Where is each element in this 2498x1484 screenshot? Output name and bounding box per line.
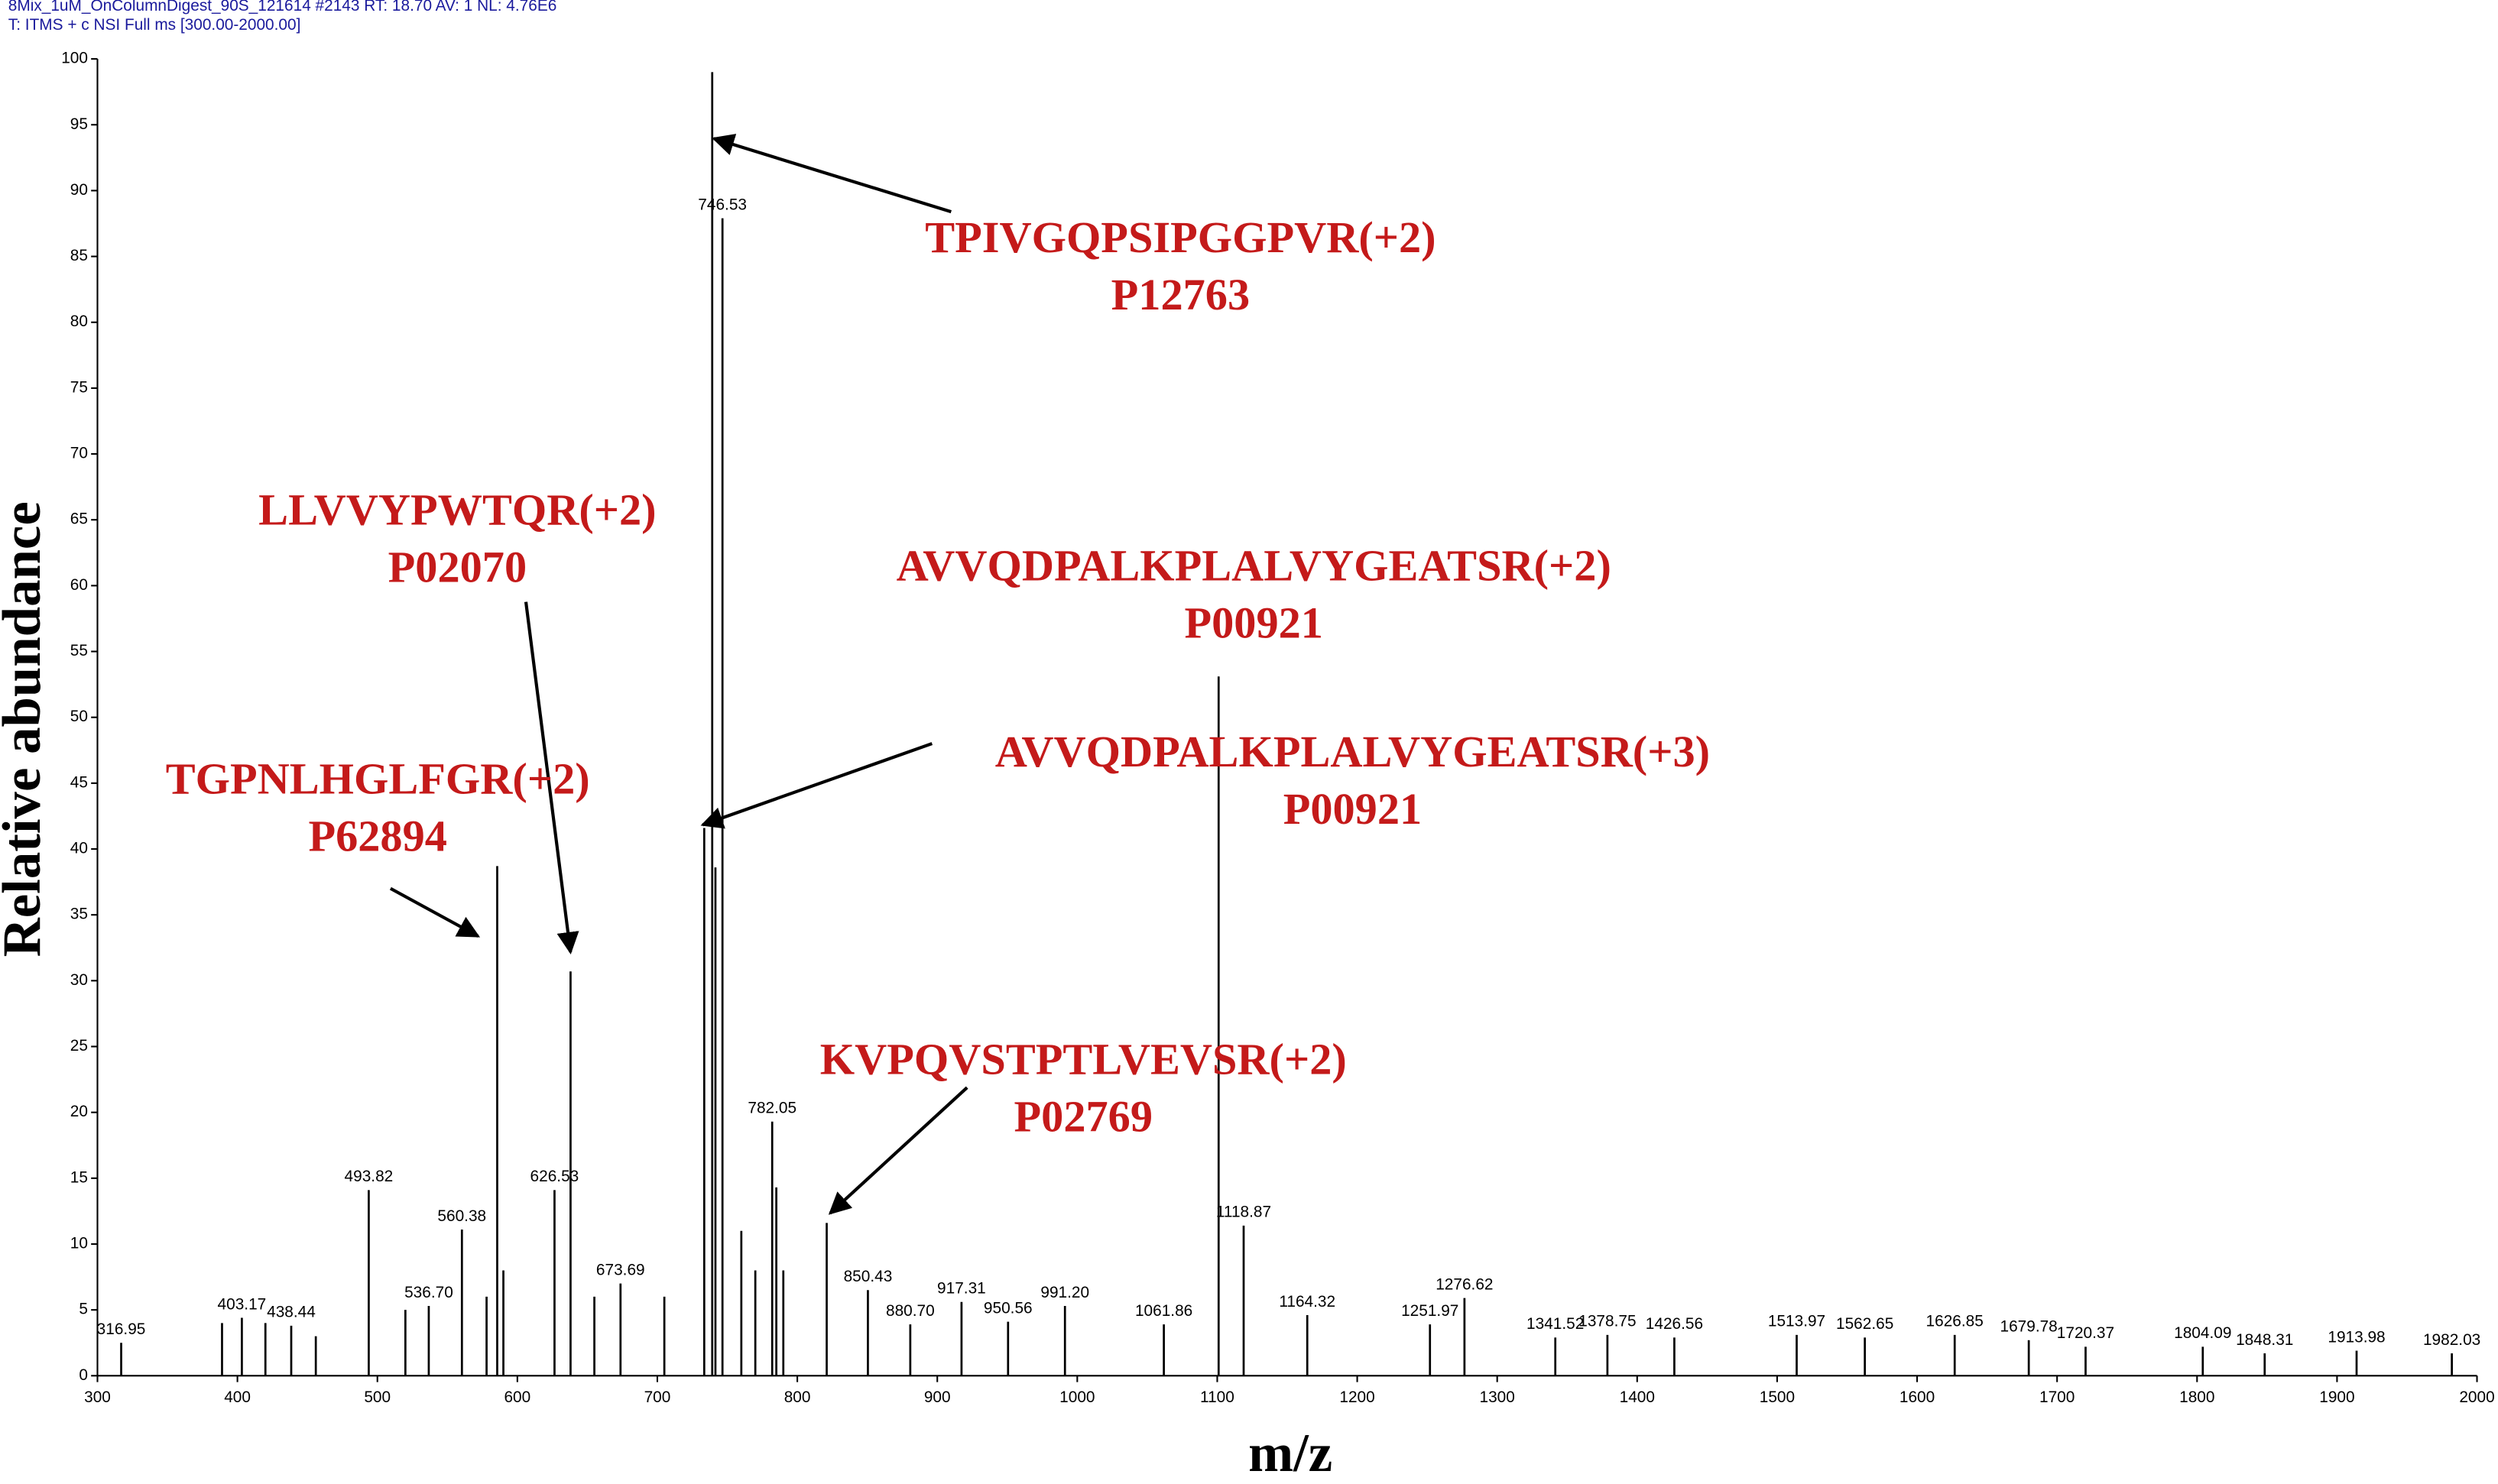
y-tick-label: 10 bbox=[70, 1234, 88, 1252]
x-tick-label: 1200 bbox=[1339, 1388, 1374, 1406]
peak-label: 1164.32 bbox=[1279, 1293, 1335, 1311]
y-tick-label: 45 bbox=[70, 773, 88, 791]
arrow bbox=[700, 742, 933, 829]
annotation: LLVVYPWTQR(+2) bbox=[258, 484, 656, 534]
annotation: AVVQDPALKPLALVYGEATSR(+2) bbox=[897, 540, 1611, 590]
y-title-bg bbox=[0, 453, 55, 1003]
x-tick-label: 800 bbox=[784, 1388, 811, 1406]
annotation: P02070 bbox=[388, 542, 527, 591]
peak-label: 673.69 bbox=[596, 1262, 645, 1279]
x-tick-label: 700 bbox=[644, 1388, 671, 1406]
y-tick-label: 60 bbox=[70, 576, 88, 594]
peak-label: 850.43 bbox=[844, 1268, 893, 1285]
peak-label: 1848.31 bbox=[2236, 1331, 2293, 1349]
peak-label: 1341.52 bbox=[1526, 1315, 1584, 1333]
peak-label: 746.53 bbox=[698, 196, 747, 213]
x-tick-label: 400 bbox=[224, 1388, 251, 1406]
peak-label: 1913.98 bbox=[2328, 1328, 2385, 1346]
peak-label: 1276.62 bbox=[1436, 1275, 1493, 1293]
peak-label: 1720.37 bbox=[2057, 1324, 2114, 1342]
x-tick-label: 1700 bbox=[2039, 1388, 2075, 1406]
x-tick-label: 1000 bbox=[1059, 1388, 1095, 1406]
x-tick-label: 900 bbox=[924, 1388, 951, 1406]
x-axis-title: m/z bbox=[1248, 1424, 1332, 1483]
x-tick-label: 600 bbox=[504, 1388, 530, 1406]
annotation: TPIVGQPSIPGGPVR(+2) bbox=[925, 212, 1436, 262]
peak-label: 782.05 bbox=[748, 1100, 796, 1117]
annotation: AVVQDPALKPLALVYGEATSR(+3) bbox=[995, 727, 1710, 776]
x-tick-label: 1900 bbox=[2319, 1388, 2354, 1406]
y-tick-label: 90 bbox=[70, 181, 88, 199]
x-tick-label: 1400 bbox=[1620, 1388, 1655, 1406]
peak-label: 626.53 bbox=[530, 1168, 579, 1185]
peak-label: 1513.97 bbox=[1768, 1313, 1825, 1330]
y-tick-label: 20 bbox=[70, 1103, 88, 1120]
y-tick-label: 100 bbox=[61, 50, 88, 67]
y-tick-label: 15 bbox=[70, 1168, 88, 1186]
y-tick-label: 75 bbox=[70, 378, 88, 396]
annotation: P12763 bbox=[1111, 270, 1250, 319]
y-tick-label: 65 bbox=[70, 510, 88, 528]
x-tick-label: 1100 bbox=[1200, 1388, 1234, 1406]
peak-label: 1118.87 bbox=[1216, 1204, 1271, 1221]
x-tick-label: 1500 bbox=[1760, 1388, 1795, 1406]
peak-label: 1804.09 bbox=[2174, 1324, 2231, 1342]
peak-label: 560.38 bbox=[437, 1207, 486, 1225]
peak-label: 536.70 bbox=[404, 1284, 453, 1301]
x-tick-label: 500 bbox=[364, 1388, 391, 1406]
y-tick-label: 70 bbox=[70, 445, 88, 462]
peak-label: 1982.03 bbox=[2423, 1331, 2480, 1349]
peak-label: 403.17 bbox=[218, 1295, 267, 1313]
y-tick-label: 55 bbox=[70, 642, 88, 659]
y-axis-title: Relative abundance bbox=[0, 501, 52, 957]
y-tick-label: 80 bbox=[70, 313, 88, 330]
peak-label: 1061.86 bbox=[1135, 1302, 1192, 1320]
y-tick-label: 0 bbox=[79, 1366, 88, 1384]
header-line: 8Mix_1uM_OnColumnDigest_90S_121614 #2143… bbox=[8, 0, 557, 15]
annotation: TGPNLHGLFGR(+2) bbox=[166, 754, 590, 804]
plot: 0 5 10 15 20 25 30 35 40 45 50 55 60 65 70 75 80 85 90 95 10… bbox=[61, 50, 2494, 1406]
y-tick-label: 30 bbox=[70, 971, 88, 989]
annotation: P62894 bbox=[308, 812, 446, 861]
x-tick-label: 2000 bbox=[2459, 1388, 2494, 1406]
annotation: P00921 bbox=[1283, 784, 1422, 834]
peak-label: 1562.65 bbox=[1836, 1315, 1893, 1333]
x-tick-label: 300 bbox=[84, 1388, 111, 1406]
annotation: P00921 bbox=[1185, 598, 1323, 647]
peak-label: 1251.97 bbox=[1401, 1302, 1458, 1320]
y-tick-label: 35 bbox=[70, 906, 88, 923]
arrows bbox=[389, 134, 968, 1215]
arrow bbox=[524, 601, 579, 954]
arrow bbox=[828, 1086, 968, 1215]
peak-label: 1679.78 bbox=[2000, 1318, 2057, 1336]
y-tick-label: 5 bbox=[79, 1301, 88, 1318]
y-tick-label: 95 bbox=[70, 115, 88, 133]
x-tick-label: 1300 bbox=[1480, 1388, 1515, 1406]
annotation: KVPQVSTPTLVEVSR(+2) bbox=[820, 1034, 1347, 1084]
peak-label: 950.56 bbox=[984, 1299, 1033, 1317]
peak-label: 880.70 bbox=[886, 1302, 935, 1320]
peak-label: 991.20 bbox=[1040, 1284, 1089, 1301]
y-tick-label: 25 bbox=[70, 1037, 88, 1055]
peak-label: 493.82 bbox=[345, 1168, 394, 1185]
x-tick-label: 1800 bbox=[2179, 1388, 2214, 1406]
y-tick-label: 50 bbox=[70, 708, 88, 725]
peak-label: 917.31 bbox=[937, 1280, 986, 1298]
annotation: P02769 bbox=[1014, 1091, 1153, 1141]
peak-label: 316.95 bbox=[97, 1320, 146, 1338]
peak-label: 438.44 bbox=[267, 1304, 316, 1321]
header-line: T: ITMS + c NSI Full ms [300.00-2000.00] bbox=[8, 16, 301, 34]
y-tick-label: 40 bbox=[70, 840, 88, 857]
peak-label: 1378.75 bbox=[1578, 1313, 1636, 1330]
peak-label: 1426.56 bbox=[1646, 1315, 1703, 1333]
x-tick-label: 1600 bbox=[1899, 1388, 1935, 1406]
arrow bbox=[389, 886, 481, 938]
peak-label: 1626.85 bbox=[1926, 1313, 1984, 1330]
y-tick-label: 85 bbox=[70, 247, 88, 264]
arrow bbox=[712, 134, 952, 214]
